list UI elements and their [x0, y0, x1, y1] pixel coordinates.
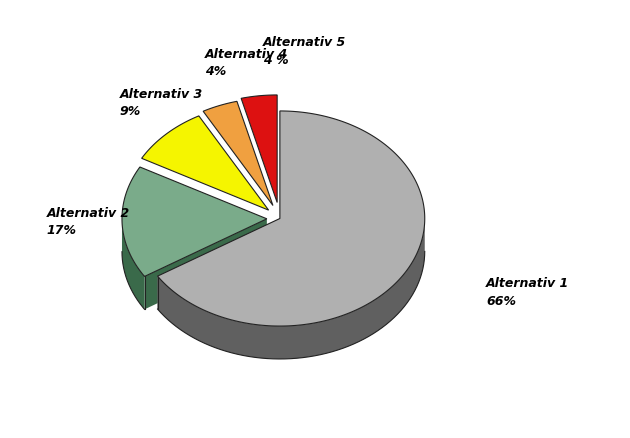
Text: 17%: 17% [47, 224, 76, 237]
Polygon shape [158, 219, 280, 309]
Text: 9%: 9% [120, 105, 141, 118]
Polygon shape [158, 112, 425, 326]
Polygon shape [144, 219, 267, 310]
Text: Alternativ 5: Alternativ 5 [263, 36, 346, 49]
Polygon shape [158, 219, 425, 359]
Polygon shape [142, 117, 268, 211]
Polygon shape [203, 102, 273, 206]
Polygon shape [122, 168, 267, 277]
Text: 4 %: 4 % [263, 54, 289, 67]
Text: Alternativ 2: Alternativ 2 [47, 206, 130, 219]
Text: Alternativ 4: Alternativ 4 [205, 48, 288, 61]
Text: 4%: 4% [205, 65, 226, 78]
Text: Alternativ 3: Alternativ 3 [120, 87, 203, 100]
Text: 66%: 66% [486, 294, 516, 307]
Polygon shape [241, 96, 277, 203]
Text: Alternativ 1: Alternativ 1 [486, 276, 570, 290]
Polygon shape [122, 219, 144, 310]
